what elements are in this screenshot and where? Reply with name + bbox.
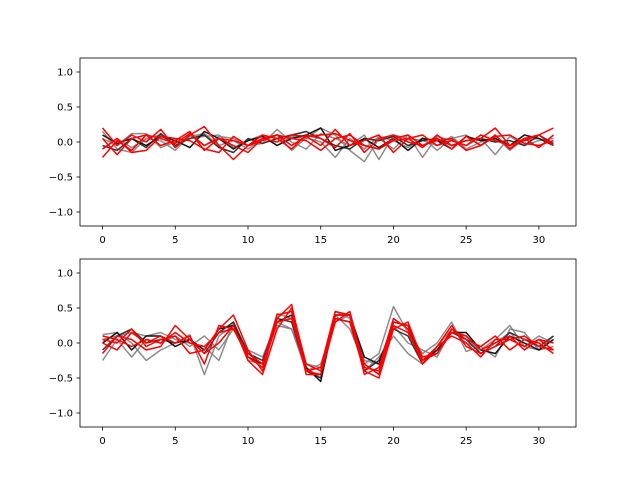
y-axis: −1.0 −0.5 0.0 0.5 1.0 [49, 68, 80, 219]
x-tick-label: 10 [242, 235, 255, 246]
y-tick-label: −0.5 [49, 374, 73, 385]
y-tick-label: 0.5 [57, 304, 73, 315]
x-tick-label: 25 [460, 436, 473, 447]
y-tick-label: −0.5 [49, 173, 73, 184]
y-tick-label: −1.0 [49, 208, 73, 219]
y-tick-label: 0.0 [57, 138, 73, 149]
series-line-6 [101, 125, 554, 161]
x-tick-label: 5 [172, 436, 178, 447]
subplot-top: 0 5 10 15 20 25 30 −1.0 −0.5 0.0 0.5 1.0 [49, 57, 577, 246]
y-tick-label: 1.0 [57, 269, 73, 280]
series-line-7 [101, 307, 554, 376]
x-tick-label: 20 [387, 436, 400, 447]
series-line-6 [102, 303, 554, 376]
x-tick-label: 0 [99, 235, 105, 246]
y-tick-label: 0.0 [57, 339, 73, 350]
y-tick-label: −1.0 [49, 409, 73, 420]
x-tick-label: 30 [533, 436, 546, 447]
x-tick-label: 15 [314, 436, 327, 447]
series-line-9 [102, 310, 554, 376]
x-tick-label: 0 [99, 436, 105, 447]
series-line-9 [102, 132, 554, 154]
x-tick-label: 30 [533, 235, 546, 246]
subplot-bottom: 0 5 10 15 20 25 30 −1.0 −0.5 0.0 0.5 1.0 [49, 258, 577, 447]
x-tick-label: 20 [387, 235, 400, 246]
series-line-7 [101, 132, 554, 158]
x-axis: 0 5 10 15 20 25 30 [99, 226, 545, 246]
series-group [101, 125, 554, 163]
x-axis: 0 5 10 15 20 25 30 [99, 427, 545, 447]
x-tick-label: 15 [314, 235, 327, 246]
y-axis: −1.0 −0.5 0.0 0.5 1.0 [49, 269, 80, 420]
series-group [101, 303, 554, 383]
y-tick-label: 1.0 [57, 68, 73, 79]
y-tick-label: 0.5 [57, 103, 73, 114]
x-tick-label: 25 [460, 235, 473, 246]
x-tick-label: 10 [242, 436, 255, 447]
x-tick-label: 5 [172, 235, 178, 246]
